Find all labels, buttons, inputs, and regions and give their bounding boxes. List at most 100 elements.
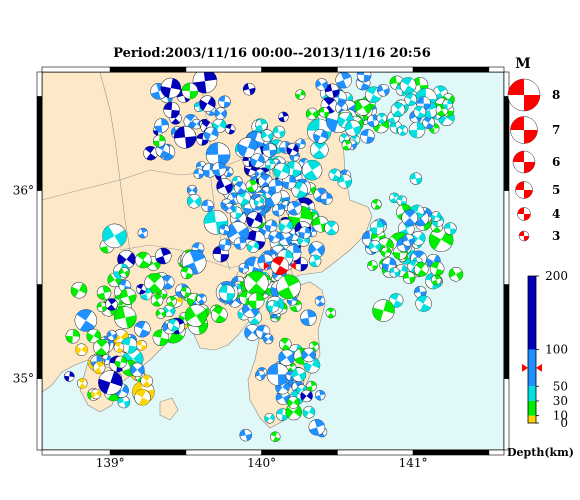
latitude-tick-label: 36° [13, 183, 34, 197]
focal-mechanism-event [402, 271, 416, 284]
focal-mechanism-event [264, 219, 278, 233]
longitude-axis: 139° 140° 141° [96, 456, 428, 470]
focal-mechanism-event [354, 99, 372, 116]
focal-mechanism-event [415, 295, 432, 312]
focal-mechanism-event [135, 283, 147, 295]
focal-mechanism-event [239, 428, 252, 442]
magnitude-legend-symbol [512, 150, 536, 174]
focal-mechanism-event [276, 274, 301, 300]
focal-mechanism-event [314, 389, 326, 401]
focal-mechanism-event [246, 211, 263, 228]
focal-mechanism-event [134, 320, 151, 338]
focal-mechanism-event [278, 111, 289, 123]
frame-segment [36, 96, 43, 191]
focal-mechanism-event [167, 318, 180, 332]
focal-mechanism-event [136, 340, 147, 351]
focal-mechanism-event [388, 293, 404, 308]
focal-mechanism-event [308, 241, 325, 258]
frame-segment [488, 449, 505, 456]
frame-segment [337, 66, 414, 73]
depth-tick-label: 10 [553, 409, 568, 423]
focal-mechanism-event [269, 431, 281, 442]
focal-mechanism-event [75, 343, 88, 356]
focal-mechanism-event [325, 307, 337, 319]
focal-mechanism-event [253, 196, 265, 208]
focal-mechanism-event [430, 274, 442, 286]
highlighted-event [270, 256, 290, 275]
focal-mechanism-event [266, 299, 280, 313]
focal-mechanism-event [272, 203, 285, 217]
focal-mechanism-event [96, 301, 108, 313]
focal-mechanism-event [113, 342, 125, 353]
focal-mechanism-event [106, 330, 118, 341]
focal-mechanism-event [90, 388, 102, 400]
highlight-marker-left [263, 261, 270, 270]
focal-mechanism-event [273, 162, 290, 180]
highlight-marker-right [289, 261, 296, 270]
focal-mechanism-event [181, 82, 199, 100]
focal-mechanism-event [262, 143, 277, 158]
focal-mechanism-event [242, 82, 256, 96]
focal-mechanism-event [255, 118, 268, 132]
focal-mechanism-event [224, 202, 235, 214]
focal-mechanism-event [268, 230, 281, 244]
focal-mechanism-event [308, 419, 326, 436]
focal-mechanism-event [300, 309, 317, 327]
focal-mechanism-event [153, 134, 166, 148]
focal-mechanism-event [201, 199, 214, 213]
island-land [159, 397, 179, 421]
focal-mechanism-event [389, 266, 400, 278]
frame-segment [185, 449, 262, 456]
focal-mechanism-event [376, 112, 388, 124]
focal-mechanism-event [324, 220, 339, 236]
focal-mechanism-events [64, 72, 464, 442]
focal-mechanism-event [295, 138, 306, 150]
focal-mechanism-event [409, 172, 423, 185]
focal-mechanism-event [114, 306, 137, 329]
focal-mechanism-event [154, 247, 172, 265]
focal-mechanism-event [278, 349, 295, 366]
latitude-axis: 36° 35° [13, 183, 34, 385]
focal-mechanism-event [130, 362, 145, 378]
depth-tick-label: 50 [553, 379, 568, 393]
frame-segment [412, 449, 490, 456]
frame-segment [503, 96, 510, 191]
frame-segment [36, 190, 43, 285]
depth-color-band [528, 349, 536, 387]
longitude-tick-label: 140° [247, 456, 276, 470]
focal-mechanism-event [205, 142, 231, 167]
focal-mechanism-event [233, 237, 247, 250]
depth-tick-label: 100 [545, 343, 568, 357]
magnitude-legend-symbol [507, 78, 541, 112]
magnitude-legend-label: 3 [552, 229, 560, 243]
focal-mechanism-event [144, 273, 165, 294]
magnitude-legend-title: M [515, 56, 531, 72]
depth-color-band [528, 386, 536, 401]
focal-mechanism-event [298, 226, 312, 240]
focal-mechanism-event [401, 209, 418, 227]
focal-mechanism-event [301, 159, 323, 181]
focal-mechanism-event [137, 227, 149, 239]
focal-mechanism-event [313, 129, 328, 144]
focal-mechanism-event [150, 294, 164, 307]
frame-segment [337, 449, 414, 456]
focal-mechanism-event [90, 355, 103, 368]
longitude-tick-label: 141° [399, 456, 428, 470]
focal-mechanism-event [369, 220, 385, 235]
focal-mechanism-event [70, 281, 88, 299]
focal-mechanism-event [320, 192, 333, 205]
focal-mechanism-event [279, 337, 292, 351]
focal-mechanism-event [65, 329, 81, 344]
focal-mechanism-event [286, 143, 299, 156]
focal-mechanism-event [173, 126, 197, 149]
focal-mechanism-event [218, 95, 231, 108]
focal-mechanism-event [397, 125, 408, 136]
focal-mechanism-event [184, 304, 208, 327]
focal-mechanism-event [318, 106, 330, 118]
focal-mechanism-event [166, 295, 177, 307]
focal-mechanism-event [402, 233, 415, 247]
magnitude-legend: M 8 7 6 5 4 3 [507, 56, 560, 243]
focal-mechanism-event [448, 267, 464, 282]
frame-segment [109, 66, 187, 73]
